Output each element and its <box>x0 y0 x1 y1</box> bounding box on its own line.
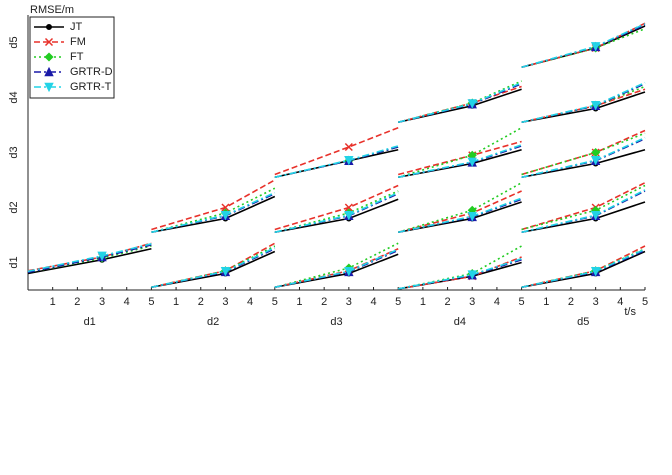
x-tick-label: 1 <box>173 296 179 308</box>
series-line <box>274 184 399 231</box>
x-tick-label: 5 <box>272 296 278 308</box>
marker <box>467 99 477 109</box>
marker <box>590 210 601 221</box>
x-tick-label: 2 <box>198 296 204 308</box>
series-line <box>274 242 399 289</box>
series-line <box>397 127 522 179</box>
x-tick-label: 5 <box>642 296 648 308</box>
series-line <box>27 247 152 275</box>
series-line <box>151 245 276 289</box>
col-label: d1 <box>84 316 96 328</box>
row-label: d5 <box>8 36 20 48</box>
marker <box>44 52 54 62</box>
series-line <box>274 145 399 179</box>
series-line <box>521 138 646 179</box>
marker <box>44 66 54 77</box>
row-label: d4 <box>8 91 20 103</box>
series-line <box>521 182 646 231</box>
series-line <box>151 191 276 234</box>
x-tick-label: 3 <box>469 296 475 308</box>
x-tick-label: 5 <box>519 296 525 308</box>
x-tick-label: 4 <box>247 296 253 308</box>
legend-label: JT <box>70 21 83 33</box>
x-tick-label: 3 <box>99 296 105 308</box>
x-tick-label: 3 <box>346 296 352 308</box>
series-line <box>521 83 646 124</box>
marker <box>344 210 354 221</box>
series-line <box>274 248 399 289</box>
col-label: d4 <box>454 316 466 328</box>
marker <box>44 82 54 93</box>
series-line <box>521 23 646 69</box>
series-line <box>27 242 152 272</box>
series-line <box>27 243 152 273</box>
row-label: d1 <box>8 256 20 268</box>
x-tick-label: 4 <box>617 296 623 308</box>
x-tick-label: 2 <box>568 296 574 308</box>
marker <box>467 270 477 280</box>
x-tick-label: 1 <box>420 296 426 308</box>
y-axis-label: RMSE/m <box>30 4 74 16</box>
legend-label: GRTR-T <box>70 81 112 93</box>
legend-label: FM <box>70 36 86 48</box>
marker <box>467 212 477 222</box>
series-line <box>521 132 646 176</box>
x-axis-label: t/s <box>624 306 636 318</box>
series-line <box>521 24 646 69</box>
marker <box>590 42 601 52</box>
x-tick-label: 2 <box>321 296 327 308</box>
x-tick-label: 2 <box>444 296 450 308</box>
marker <box>97 251 107 262</box>
x-tick-label: 1 <box>543 296 549 308</box>
marker <box>467 157 477 168</box>
series-line <box>521 129 646 176</box>
row-label: d3 <box>8 146 20 158</box>
marker <box>344 267 354 277</box>
legend-label: GRTR-D <box>70 66 113 78</box>
series-line <box>397 182 522 234</box>
marker <box>344 142 353 152</box>
x-tick-label: 2 <box>74 296 80 308</box>
x-tick-label: 5 <box>395 296 401 308</box>
series-line <box>521 22 646 69</box>
legend-label: FT <box>70 51 84 63</box>
series-line <box>151 187 276 234</box>
marker <box>590 267 601 277</box>
marker <box>220 210 231 221</box>
marker <box>220 267 231 277</box>
x-tick-label: 4 <box>124 296 130 308</box>
series-line <box>274 248 399 289</box>
x-tick-label: 1 <box>50 296 56 308</box>
x-tick-label: 3 <box>593 296 599 308</box>
marker <box>44 37 54 47</box>
x-tick-label: 4 <box>494 296 500 308</box>
x-tick-label: 4 <box>370 296 376 308</box>
marker <box>344 203 353 212</box>
series-line <box>397 140 522 176</box>
series-line <box>151 242 276 289</box>
marker <box>590 155 601 166</box>
series-line <box>521 81 646 124</box>
series-line <box>397 80 522 124</box>
series-line <box>274 249 399 289</box>
col-label: d5 <box>577 316 589 328</box>
series-line <box>398 144 522 179</box>
col-label: d2 <box>207 316 219 328</box>
x-tick-label: 3 <box>222 296 228 308</box>
col-label: d3 <box>330 316 342 328</box>
series-line <box>151 193 276 234</box>
series-line <box>521 136 646 179</box>
series-line <box>521 245 646 289</box>
series-line <box>397 190 522 234</box>
x-tick-label: 1 <box>296 296 302 308</box>
x-tick-label: 5 <box>148 296 154 308</box>
marker <box>590 100 601 111</box>
row-label: d2 <box>8 201 20 213</box>
marker <box>344 155 354 166</box>
marker <box>46 24 52 30</box>
series-line <box>398 257 522 290</box>
series-line <box>398 256 522 290</box>
marker <box>221 203 230 212</box>
